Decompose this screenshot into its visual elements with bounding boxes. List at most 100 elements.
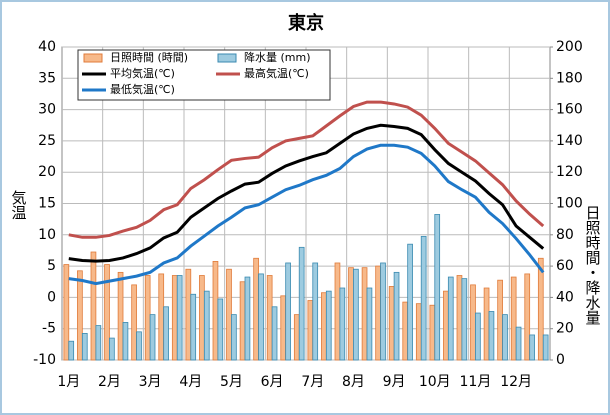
y-tick-label: 40 bbox=[38, 39, 56, 55]
bar bbox=[497, 279, 503, 361]
bar bbox=[475, 312, 481, 361]
x-tick-label: 12月 bbox=[500, 374, 532, 390]
x-tick-label: 3月 bbox=[139, 374, 162, 390]
bar bbox=[366, 287, 373, 361]
bar bbox=[285, 262, 291, 361]
legend-label: 日照時間 (時間) bbox=[110, 51, 188, 64]
legend-label: 最低気温(℃) bbox=[110, 82, 175, 96]
line bbox=[68, 123, 545, 263]
bar bbox=[447, 276, 454, 361]
bar bbox=[348, 267, 354, 361]
bar bbox=[325, 290, 332, 361]
y-tick-label: -10 bbox=[33, 352, 56, 368]
bar bbox=[144, 275, 151, 361]
bar bbox=[502, 314, 508, 361]
bar bbox=[266, 275, 273, 361]
bar bbox=[420, 235, 427, 361]
bar bbox=[136, 331, 142, 361]
bar bbox=[515, 326, 522, 361]
y2-axis-label: 日照時間・降水量 bbox=[584, 205, 602, 325]
y-tick-label: 0 bbox=[47, 289, 56, 305]
bar bbox=[334, 262, 341, 361]
y2-tick-label: 180 bbox=[556, 70, 583, 86]
y-tick-label: 35 bbox=[38, 70, 56, 86]
bar bbox=[488, 311, 495, 361]
bar bbox=[239, 281, 246, 361]
bar bbox=[131, 284, 137, 361]
y2-tick-label: 60 bbox=[556, 258, 574, 274]
x-tick-label: 6月 bbox=[261, 374, 284, 390]
bar bbox=[456, 275, 463, 361]
bar bbox=[461, 278, 468, 361]
bar bbox=[122, 322, 129, 361]
x-tick-label: 11月 bbox=[460, 374, 492, 390]
bar bbox=[117, 271, 124, 361]
bar bbox=[185, 268, 192, 361]
y2-tick-label: 140 bbox=[556, 133, 583, 149]
bar bbox=[443, 290, 449, 361]
line bbox=[68, 143, 545, 286]
bar bbox=[280, 295, 287, 361]
bar bbox=[402, 301, 409, 361]
bar bbox=[415, 303, 422, 361]
legend-swatch bbox=[217, 53, 237, 63]
bar bbox=[537, 257, 544, 361]
bar bbox=[81, 332, 88, 361]
bar bbox=[95, 325, 102, 361]
x-tick-label: 7月 bbox=[301, 374, 324, 390]
legend-label: 最高気温(℃) bbox=[244, 66, 309, 80]
bar bbox=[380, 262, 386, 361]
bar bbox=[470, 284, 476, 361]
bar bbox=[63, 264, 70, 361]
bar bbox=[388, 286, 395, 361]
bar bbox=[483, 287, 490, 361]
y2-tick-label: 100 bbox=[556, 196, 583, 212]
bar bbox=[176, 275, 183, 361]
bar bbox=[542, 334, 549, 361]
bar bbox=[524, 273, 531, 361]
bar bbox=[271, 306, 278, 361]
y-tick-label: 15 bbox=[38, 196, 56, 212]
bar bbox=[253, 257, 259, 361]
y2-tick-label: 120 bbox=[556, 164, 583, 180]
bar bbox=[298, 246, 305, 361]
bar bbox=[307, 300, 314, 361]
legend-label: 降水量 (mm) bbox=[244, 50, 311, 64]
y2-tick-label: 80 bbox=[556, 227, 574, 243]
bar bbox=[217, 298, 224, 361]
bar bbox=[353, 268, 359, 361]
bar bbox=[158, 273, 165, 361]
legend-label: 平均気温(℃) bbox=[110, 66, 175, 80]
bar bbox=[171, 275, 178, 361]
bar bbox=[312, 262, 319, 361]
bar bbox=[258, 273, 264, 361]
x-tick-label: 9月 bbox=[383, 374, 406, 390]
y-tick-label: 20 bbox=[38, 164, 56, 180]
line bbox=[68, 100, 545, 239]
y2-tick-label: 200 bbox=[556, 39, 583, 55]
y2-tick-label: 40 bbox=[556, 289, 574, 305]
x-tick-label: 8月 bbox=[342, 374, 365, 390]
bar bbox=[226, 268, 232, 361]
bar bbox=[510, 276, 517, 361]
bar bbox=[429, 304, 436, 361]
bar bbox=[190, 293, 197, 361]
legend-swatch bbox=[83, 53, 103, 63]
bar bbox=[163, 306, 169, 361]
bar bbox=[149, 314, 156, 361]
y-axis-label: 気温 bbox=[10, 190, 28, 220]
x-tick-label: 4月 bbox=[179, 374, 202, 390]
bar bbox=[244, 276, 251, 361]
y2-tick-label: 160 bbox=[556, 102, 583, 118]
y-tick-label: -5 bbox=[42, 321, 56, 337]
bar bbox=[529, 334, 535, 361]
x-tick-label: 10月 bbox=[419, 374, 451, 390]
bar bbox=[361, 267, 368, 361]
bar bbox=[203, 290, 210, 361]
y2-tick-label: 0 bbox=[556, 352, 565, 368]
y-tick-label: 25 bbox=[38, 133, 56, 149]
bar bbox=[339, 287, 346, 361]
bar bbox=[68, 340, 75, 361]
bar bbox=[109, 337, 115, 361]
